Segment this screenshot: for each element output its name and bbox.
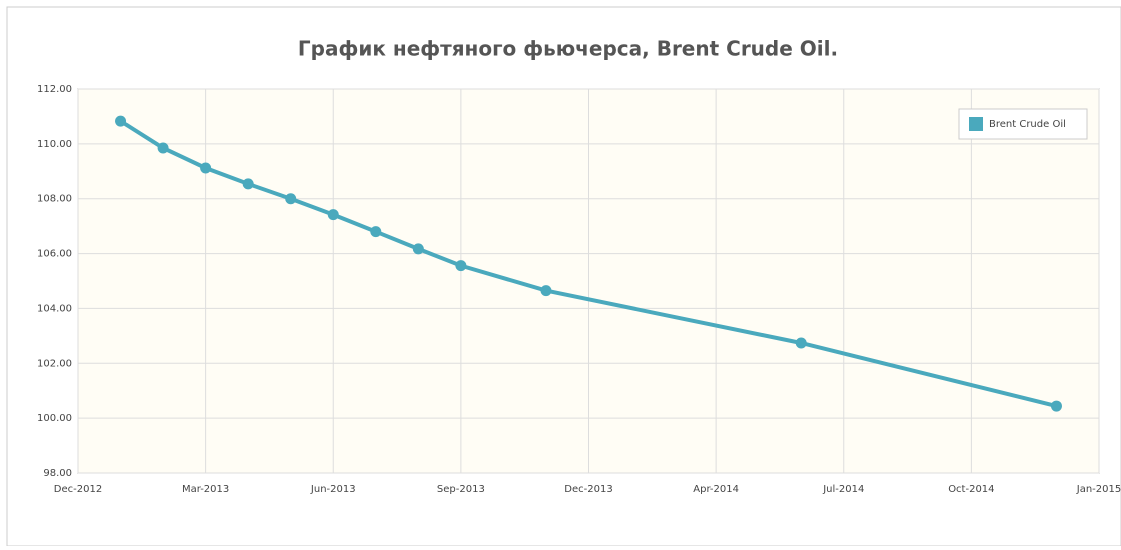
y-tick-label: 112.00	[37, 84, 72, 95]
point	[370, 226, 382, 238]
x-tick-label: Oct-2014	[948, 484, 994, 495]
y-tick-label: 110.00	[37, 139, 72, 150]
point	[795, 337, 807, 349]
y-tick-label: 98.00	[43, 468, 72, 479]
x-tick-label: Mar-2013	[182, 484, 229, 495]
point	[115, 115, 127, 127]
legend-swatch	[969, 117, 983, 131]
x-tick-label: Jul-2014	[822, 484, 864, 495]
point	[157, 142, 169, 154]
legend-label: Brent Crude Oil	[989, 119, 1066, 130]
point	[455, 260, 467, 272]
x-tick-label: Dec-2012	[54, 484, 102, 495]
y-tick-label: 108.00	[37, 194, 72, 205]
point	[327, 209, 339, 221]
point	[540, 285, 552, 297]
x-tick-label: Dec-2013	[564, 484, 612, 495]
y-tick-label: 100.00	[37, 413, 72, 424]
chart-title: График нефтяного фьючерса, Brent Crude O…	[298, 37, 838, 61]
line	[119, 119, 1057, 409]
y-tick-label: 106.00	[37, 249, 72, 260]
point	[1050, 400, 1062, 412]
point	[285, 193, 297, 205]
point	[200, 162, 212, 174]
x-tick-label: Apr-2014	[693, 484, 739, 495]
point	[412, 243, 424, 255]
point	[242, 178, 254, 190]
x-tick-label: Sep-2013	[437, 484, 485, 495]
x-tick-label: Jun-2013	[310, 484, 356, 495]
y-tick-label: 104.00	[37, 303, 72, 314]
y-tick-label: 102.00	[37, 358, 72, 369]
x-tick-label: Jan-2015	[1076, 484, 1121, 495]
